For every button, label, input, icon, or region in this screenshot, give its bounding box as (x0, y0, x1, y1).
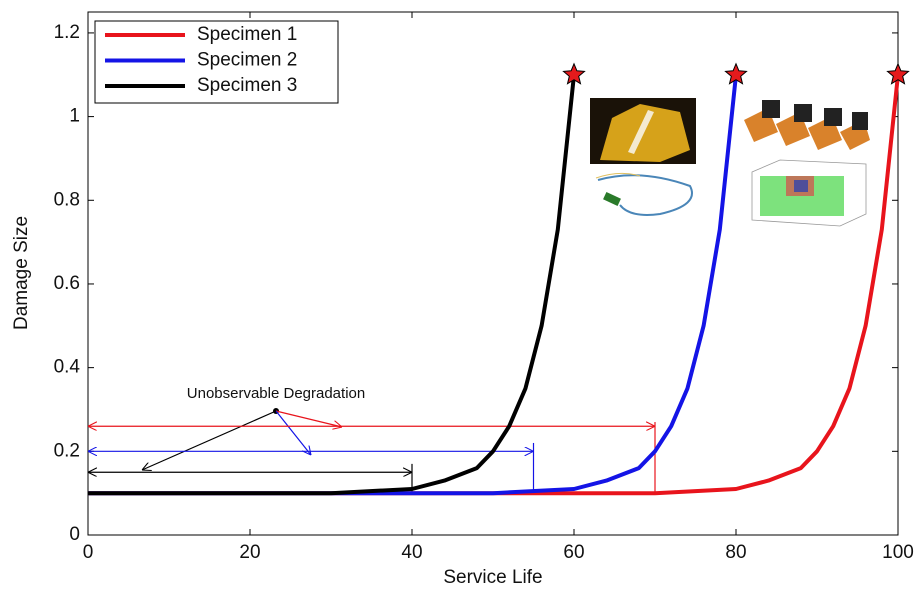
y-tick-label: 0.4 (54, 357, 81, 378)
end-marker (886, 62, 910, 85)
y-tick-label: 0.8 (54, 189, 80, 210)
x-tick-label: 80 (725, 542, 746, 563)
series-line (88, 74, 738, 496)
end-marker (724, 62, 748, 85)
x-tick-label: 0 (83, 542, 94, 563)
sensor-pictures (590, 98, 870, 227)
y-tick-label: 1 (69, 106, 80, 127)
end-marker (562, 62, 586, 85)
x-tick-label: 60 (563, 542, 584, 563)
legend-text: Specimen 3 (197, 75, 297, 96)
y-tick-label: 0.6 (54, 273, 80, 294)
x-tick-label: 20 (239, 542, 260, 563)
annotation: Unobservable Degradation (187, 385, 365, 402)
x-tick-label: 100 (882, 542, 914, 563)
legend-text: Specimen 2 (197, 50, 297, 71)
series-line (88, 74, 900, 496)
legend-text: Specimen 1 (197, 24, 297, 45)
legend: Specimen 1 Specimen 2 Specimen 3 (94, 20, 339, 104)
series-line (88, 74, 576, 496)
y-tick-label: 0 (69, 524, 80, 545)
y-tick-label: 0.2 (54, 440, 80, 461)
y-tick-label: 1.2 (54, 22, 80, 43)
y-axis-label: Damage Size (11, 216, 32, 330)
x-axis-label: Service Life (443, 567, 542, 588)
x-tick-label: 40 (401, 542, 422, 563)
